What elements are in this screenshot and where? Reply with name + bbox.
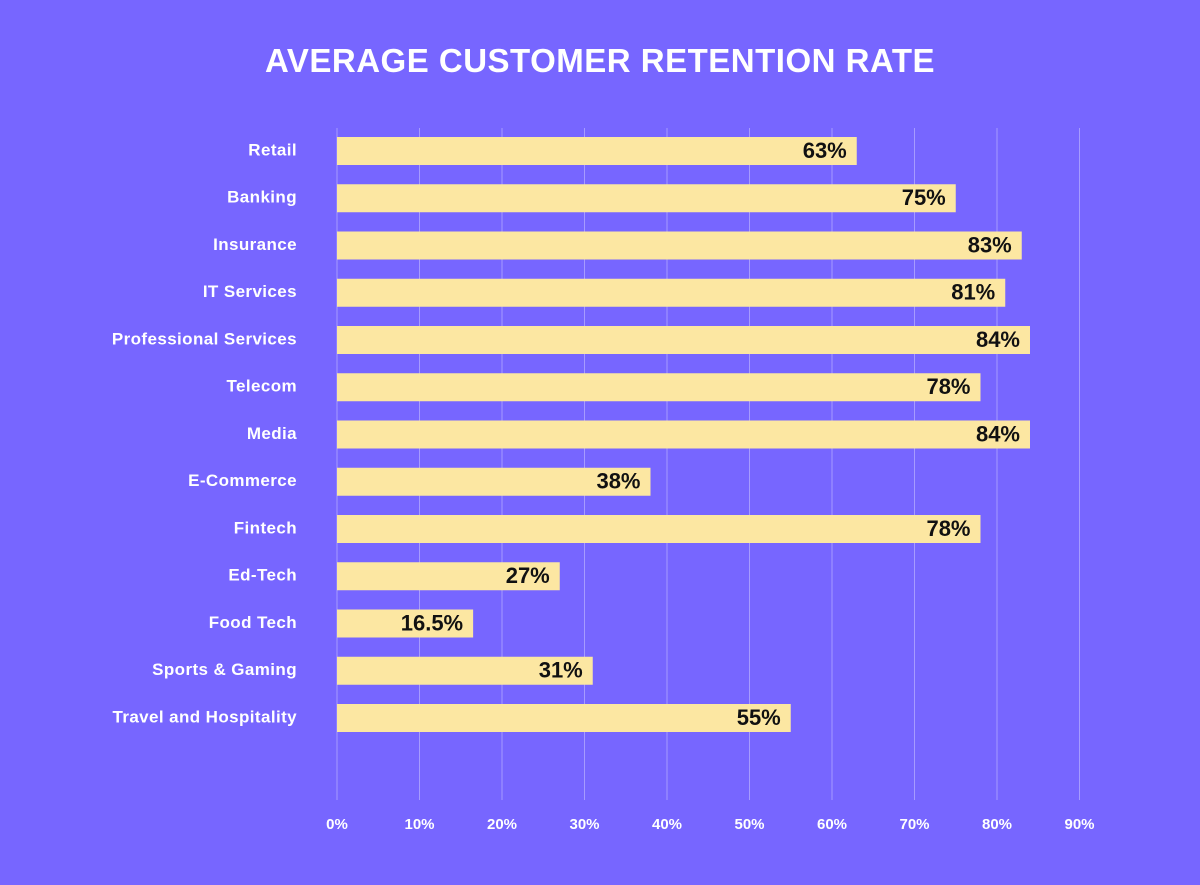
x-tick-label: 70% — [899, 816, 929, 833]
category-label: Media — [247, 424, 297, 443]
category-label: Insurance — [213, 235, 297, 254]
category-label: E-Commerce — [188, 471, 297, 490]
value-label: 27% — [506, 563, 550, 588]
bar — [337, 373, 981, 402]
x-tick-label: 20% — [487, 816, 517, 833]
bar — [337, 326, 1030, 354]
category-label: Food Tech — [209, 613, 297, 632]
value-label: 78% — [926, 516, 970, 541]
bar — [337, 137, 857, 165]
bar — [337, 231, 1022, 260]
value-label: 78% — [926, 374, 970, 399]
x-tick-label: 50% — [734, 816, 764, 833]
x-tick-label: 60% — [817, 816, 847, 833]
bar — [337, 184, 956, 213]
value-label: 63% — [803, 138, 847, 163]
value-label: 83% — [968, 232, 1012, 257]
value-label: 31% — [539, 658, 583, 683]
x-tick-label: 80% — [982, 816, 1012, 833]
bar — [337, 609, 474, 638]
category-label: Telecom — [226, 377, 297, 396]
category-label: Ed-Tech — [228, 566, 297, 585]
bar — [337, 278, 1006, 307]
x-tick-label: 0% — [326, 816, 348, 833]
category-label: Retail — [248, 140, 297, 159]
value-label: 16.5% — [401, 610, 463, 635]
bar — [337, 467, 651, 496]
category-label: Travel and Hospitality — [112, 707, 297, 726]
x-tick-label: 10% — [404, 816, 434, 833]
bar — [337, 420, 1030, 449]
x-tick-label: 90% — [1064, 816, 1094, 833]
category-label: Fintech — [234, 518, 297, 537]
bar — [337, 562, 560, 591]
value-label: 38% — [596, 469, 640, 494]
category-label: IT Services — [203, 282, 297, 301]
category-label: Professional Services — [112, 329, 297, 348]
value-label: 75% — [902, 185, 946, 210]
category-label: Banking — [227, 188, 297, 207]
category-label: Sports & Gaming — [152, 660, 297, 679]
bar — [337, 656, 593, 685]
value-label: 55% — [737, 705, 781, 730]
x-tick-label: 40% — [652, 816, 682, 833]
x-tick-label: 30% — [569, 816, 599, 833]
value-label: 84% — [976, 327, 1020, 352]
chart-title: AVERAGE CUSTOMER RETENTION RATE — [264, 42, 936, 79]
value-label: 84% — [976, 421, 1020, 446]
value-label: 81% — [951, 280, 995, 305]
bar — [337, 704, 791, 732]
bar — [337, 515, 981, 543]
